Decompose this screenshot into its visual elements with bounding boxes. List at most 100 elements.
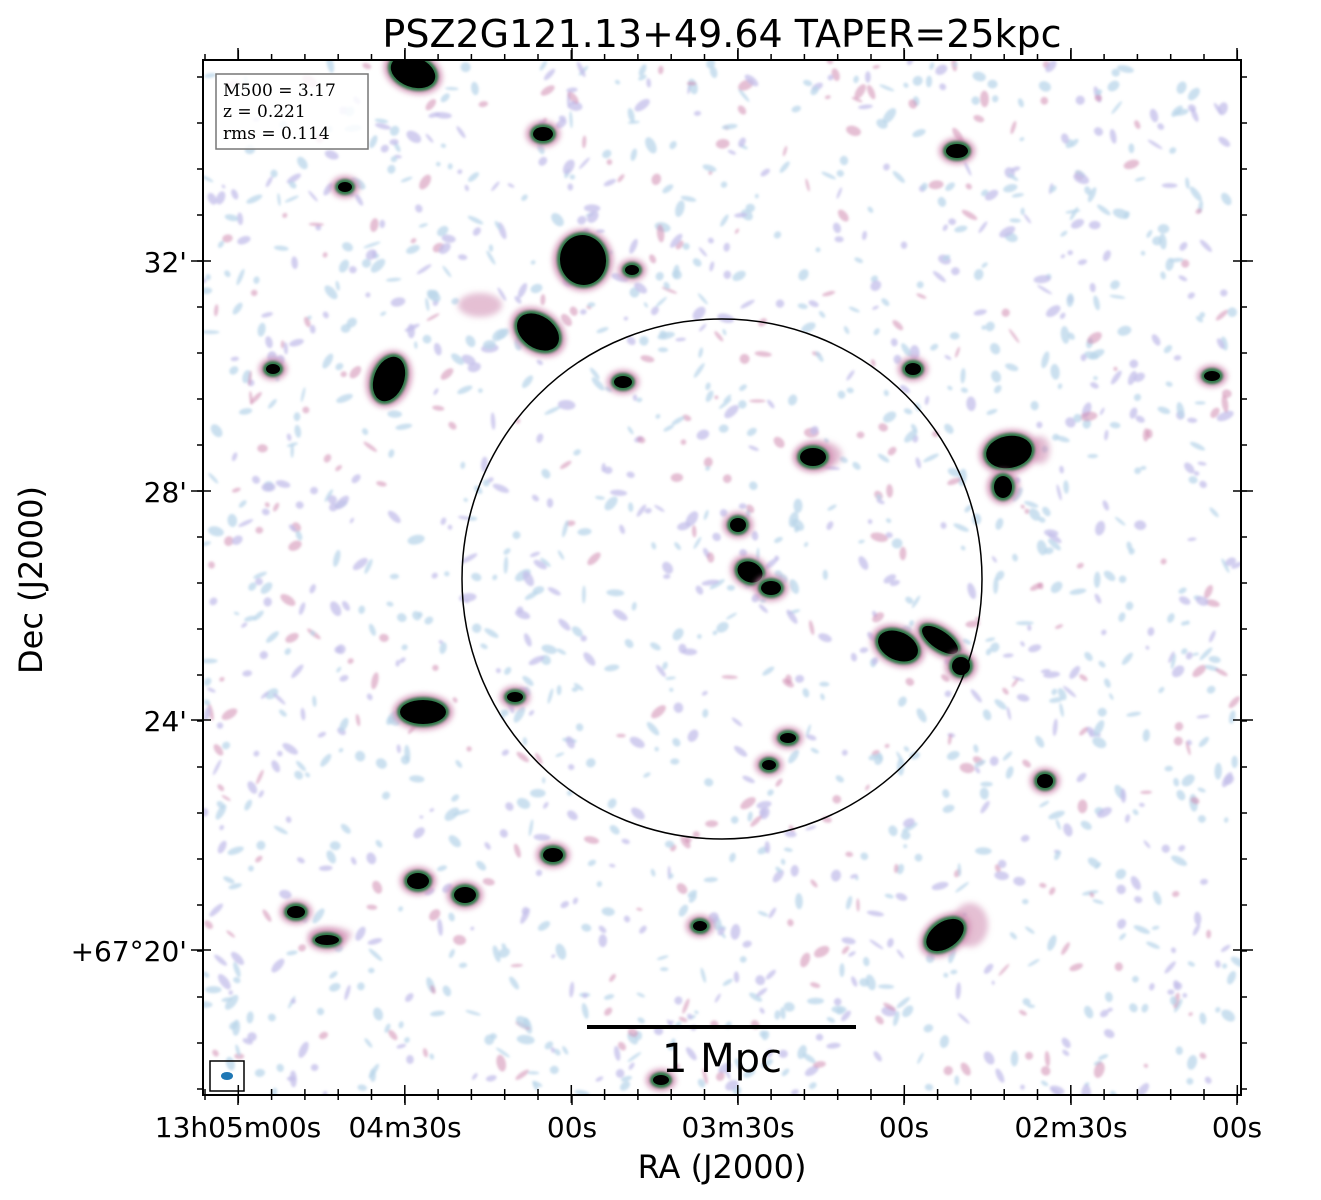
noise-blob bbox=[655, 296, 667, 308]
noise-blob bbox=[273, 825, 288, 835]
diffuse-emission bbox=[458, 293, 502, 317]
noise-blob bbox=[1140, 790, 1153, 795]
noise-blob bbox=[448, 835, 461, 848]
noise-blob bbox=[1134, 896, 1143, 904]
noise-blob bbox=[338, 259, 350, 273]
noise-blob bbox=[1081, 1084, 1091, 1095]
noise-blob bbox=[965, 620, 981, 628]
noise-blob bbox=[363, 241, 381, 249]
noise-blob bbox=[261, 508, 270, 516]
noise-blob bbox=[1164, 961, 1176, 974]
noise-blob bbox=[882, 108, 897, 124]
noise-blob bbox=[1063, 685, 1077, 698]
noise-blob bbox=[1069, 963, 1083, 972]
noise-blob bbox=[1146, 941, 1160, 949]
noise-blob bbox=[418, 223, 428, 228]
noise-blob bbox=[219, 825, 225, 831]
noise-blob bbox=[440, 368, 454, 380]
noise-blob bbox=[253, 750, 260, 757]
noise-blob bbox=[495, 668, 501, 674]
noise-blob bbox=[697, 1078, 706, 1088]
noise-blob bbox=[466, 746, 472, 752]
noise-blob bbox=[812, 1061, 826, 1068]
noise-blob bbox=[800, 952, 811, 968]
noise-blob bbox=[484, 628, 499, 638]
noise-blob bbox=[802, 1053, 816, 1064]
noise-blob bbox=[1025, 1051, 1034, 1060]
beam-ellipse bbox=[221, 1072, 233, 1080]
noise-blob bbox=[986, 408, 998, 415]
noise-blob bbox=[1184, 462, 1195, 474]
source-core bbox=[454, 887, 476, 903]
noise-blob bbox=[983, 1051, 995, 1065]
noise-blob bbox=[1204, 585, 1213, 599]
noise-blob bbox=[703, 509, 709, 520]
noise-blob bbox=[946, 751, 960, 760]
noise-blob bbox=[1116, 884, 1126, 895]
noise-blob bbox=[230, 951, 245, 965]
noise-blob bbox=[1047, 935, 1057, 951]
noise-blob bbox=[1087, 332, 1102, 344]
noise-blob bbox=[1109, 422, 1121, 429]
noise-blob bbox=[295, 760, 307, 772]
noise-blob bbox=[1214, 762, 1222, 780]
noise-blob bbox=[218, 974, 231, 990]
noise-blob bbox=[235, 1044, 241, 1057]
noise-blob bbox=[1084, 186, 1092, 195]
source-core bbox=[762, 760, 776, 770]
noise-blob bbox=[512, 531, 521, 540]
radio-source bbox=[979, 429, 1039, 475]
noise-blob bbox=[557, 550, 565, 560]
noise-blob bbox=[422, 334, 432, 344]
noise-blob bbox=[253, 571, 268, 579]
noise-blob bbox=[738, 400, 747, 409]
noise-blob bbox=[570, 100, 575, 105]
noise-blob bbox=[375, 840, 383, 848]
noise-blob bbox=[1194, 401, 1206, 405]
noise-blob bbox=[675, 337, 686, 342]
noise-blob bbox=[1079, 674, 1088, 682]
source-core bbox=[315, 935, 339, 945]
noise-blob bbox=[455, 760, 463, 768]
noise-blob bbox=[339, 675, 349, 682]
noise-blob bbox=[1047, 532, 1062, 544]
noise-blob bbox=[638, 74, 647, 81]
noise-blob bbox=[697, 293, 708, 305]
noise-blob bbox=[246, 194, 263, 204]
noise-blob bbox=[935, 64, 948, 75]
noise-blob bbox=[1011, 193, 1024, 198]
noise-blob bbox=[266, 631, 279, 643]
noise-blob bbox=[1049, 887, 1056, 896]
noise-blob bbox=[1215, 309, 1229, 321]
noise-blob bbox=[982, 709, 992, 721]
noise-blob bbox=[636, 992, 646, 998]
noise-blob bbox=[682, 242, 690, 250]
noise-blob bbox=[696, 429, 710, 440]
noise-blob bbox=[567, 183, 574, 191]
noise-blob bbox=[1216, 338, 1225, 349]
noise-blob bbox=[1073, 413, 1082, 423]
noise-blob bbox=[629, 238, 638, 254]
noise-blob bbox=[275, 480, 291, 488]
noise-blob bbox=[832, 222, 842, 234]
noise-blob bbox=[1006, 706, 1012, 721]
noise-blob bbox=[213, 744, 224, 756]
noise-blob bbox=[457, 169, 463, 175]
noise-blob bbox=[806, 734, 817, 741]
noise-blob bbox=[554, 1048, 561, 1056]
noise-blob bbox=[1059, 312, 1066, 319]
noise-blob bbox=[509, 976, 520, 990]
noise-blob bbox=[1094, 593, 1102, 604]
noise-blob bbox=[818, 310, 826, 318]
noise-blob bbox=[886, 484, 894, 498]
noise-blob bbox=[354, 193, 364, 206]
noise-blob bbox=[998, 963, 1010, 976]
noise-blob bbox=[1005, 766, 1014, 779]
noise-blob bbox=[1187, 292, 1195, 299]
noise-blob bbox=[1094, 94, 1103, 102]
noise-blob bbox=[890, 338, 898, 347]
noise-blob bbox=[1080, 411, 1098, 422]
noise-blob bbox=[1095, 520, 1106, 536]
noise-blob bbox=[1221, 192, 1232, 206]
noise-blob bbox=[663, 281, 670, 290]
